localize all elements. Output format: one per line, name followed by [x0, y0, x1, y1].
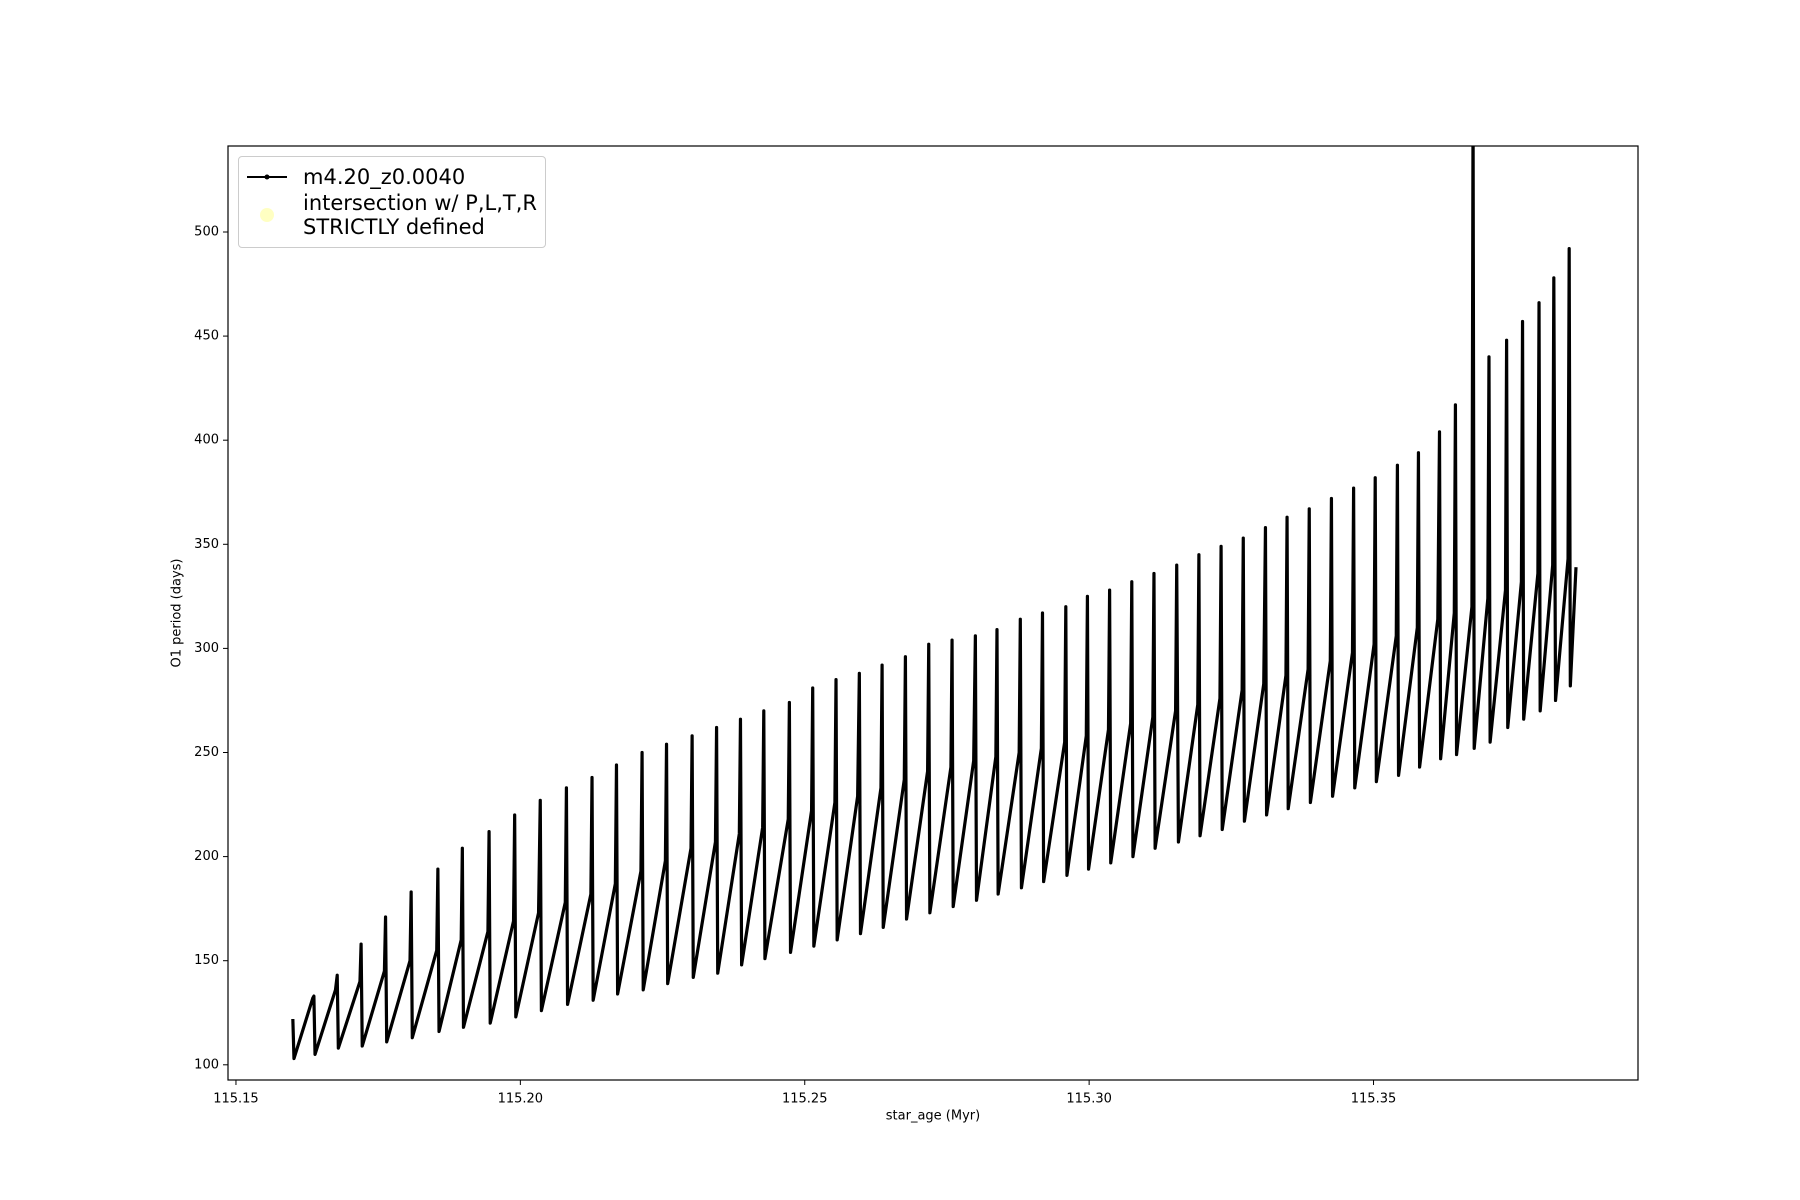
- legend-swatch: [260, 208, 274, 222]
- y-tick-label: 100: [194, 1057, 219, 1072]
- y-tick-label: 200: [194, 849, 219, 864]
- x-tick-label: 115.15: [213, 1092, 259, 1107]
- x-axis-label: star_age (Myr): [886, 1109, 980, 1124]
- x-tick-label: 115.25: [782, 1092, 828, 1107]
- y-tick-label: 350: [194, 537, 219, 552]
- y-tick-label: 250: [194, 745, 219, 760]
- axes-frame: [227, 145, 1639, 1081]
- y-axis-label: O1 period (days): [170, 558, 185, 667]
- legend: m4.20_z0.0040 intersection w/ P,L,T,R ST…: [238, 156, 546, 248]
- y-tick-label: 150: [194, 953, 219, 968]
- x-tick-label: 115.35: [1351, 1092, 1397, 1107]
- y-tick-label: 300: [194, 641, 219, 656]
- plot: [291, 146, 1578, 1061]
- legend-entry: intersection w/ P,L,T,R STRICTLY defined: [245, 191, 537, 239]
- legend-label: intersection w/ P,L,T,R STRICTLY defined: [303, 191, 537, 239]
- legend-entry: m4.20_z0.0040: [245, 165, 537, 189]
- series-line: [291, 146, 1578, 1061]
- y-tick-label: 500: [194, 224, 219, 239]
- y-tick-label: 400: [194, 433, 219, 448]
- x-tick-label: 115.30: [1066, 1092, 1112, 1107]
- y-tick-label: 450: [194, 329, 219, 344]
- x-tick-label: 115.20: [498, 1092, 544, 1107]
- legend-label: m4.20_z0.0040: [303, 165, 466, 189]
- legend-swatch: [247, 174, 287, 180]
